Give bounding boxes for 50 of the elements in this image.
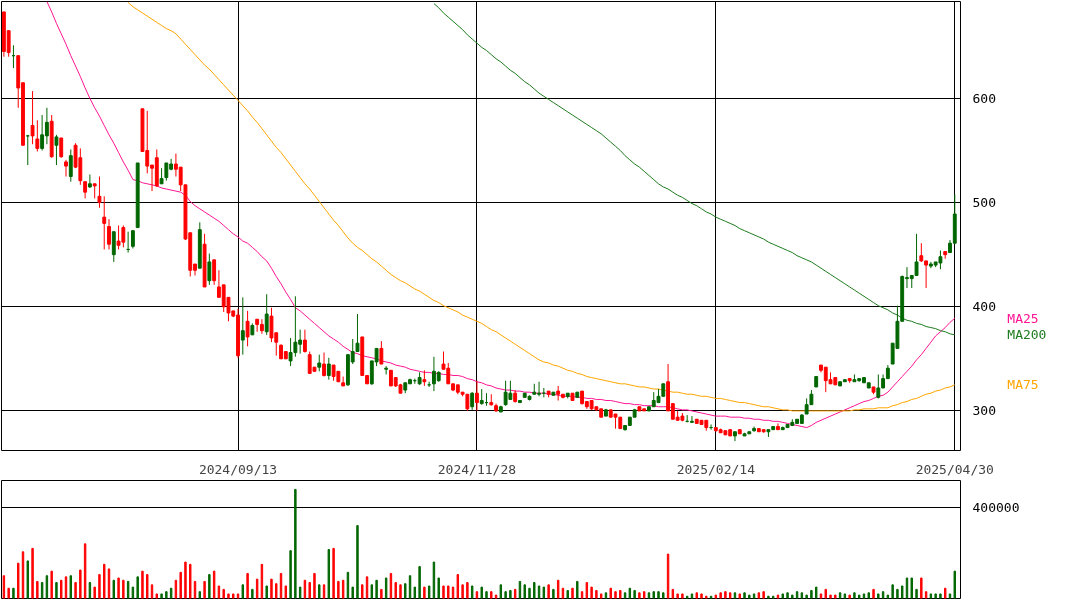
y-tick-label: 400 (972, 299, 996, 315)
candlestick (919, 242, 924, 263)
y-tick-label: 500 (972, 195, 996, 211)
candlestick (475, 380, 479, 412)
candlestick (259, 318, 264, 335)
candlestick (30, 90, 35, 145)
y-tick-label: 600 (972, 90, 996, 106)
candlestick (40, 114, 45, 151)
line-series (433, 3, 956, 336)
candlestick (379, 340, 384, 365)
candlestick (54, 134, 59, 166)
candlestick (212, 259, 217, 286)
candlestick (240, 296, 245, 356)
text: MA75 (1007, 377, 1039, 393)
candlestick (264, 293, 269, 336)
candlestick (25, 134, 30, 166)
candlestick (255, 318, 260, 333)
candlestick (68, 148, 73, 183)
candlestick (341, 376, 346, 387)
candlestick (59, 137, 64, 159)
candlestick (690, 415, 694, 423)
y-tick-label: 400000 (972, 499, 1020, 515)
candlestick (35, 119, 40, 153)
candlestick (293, 295, 298, 358)
x-tick-label: 2024/11/28 (437, 461, 517, 477)
candlestick (111, 231, 116, 263)
y-tick-label: 300 (972, 403, 996, 419)
candlestick (269, 307, 274, 343)
candlestick (44, 107, 49, 145)
text: MA200 (1007, 327, 1047, 343)
candlestick (207, 253, 212, 286)
candlestick (87, 173, 92, 189)
candlestick (914, 233, 919, 276)
x-tick-label: 2025/04/30 (915, 461, 994, 477)
candlestick (326, 357, 331, 381)
x-tick-label: 2024/09/13 (198, 461, 278, 477)
candlestick (503, 380, 508, 407)
candlestick (64, 159, 68, 178)
candlestick (107, 218, 111, 250)
candlestick (776, 422, 780, 431)
candlestick (938, 249, 943, 270)
candlestick (97, 176, 102, 209)
candlestick (245, 310, 250, 347)
candlestick (322, 352, 326, 378)
candlestick (102, 195, 107, 250)
candlestick (288, 337, 293, 367)
candlestick (116, 224, 121, 250)
text: MA25 (1007, 310, 1039, 326)
candlestick (302, 329, 307, 354)
x-tick-label: 2025/02/14 (676, 461, 756, 477)
